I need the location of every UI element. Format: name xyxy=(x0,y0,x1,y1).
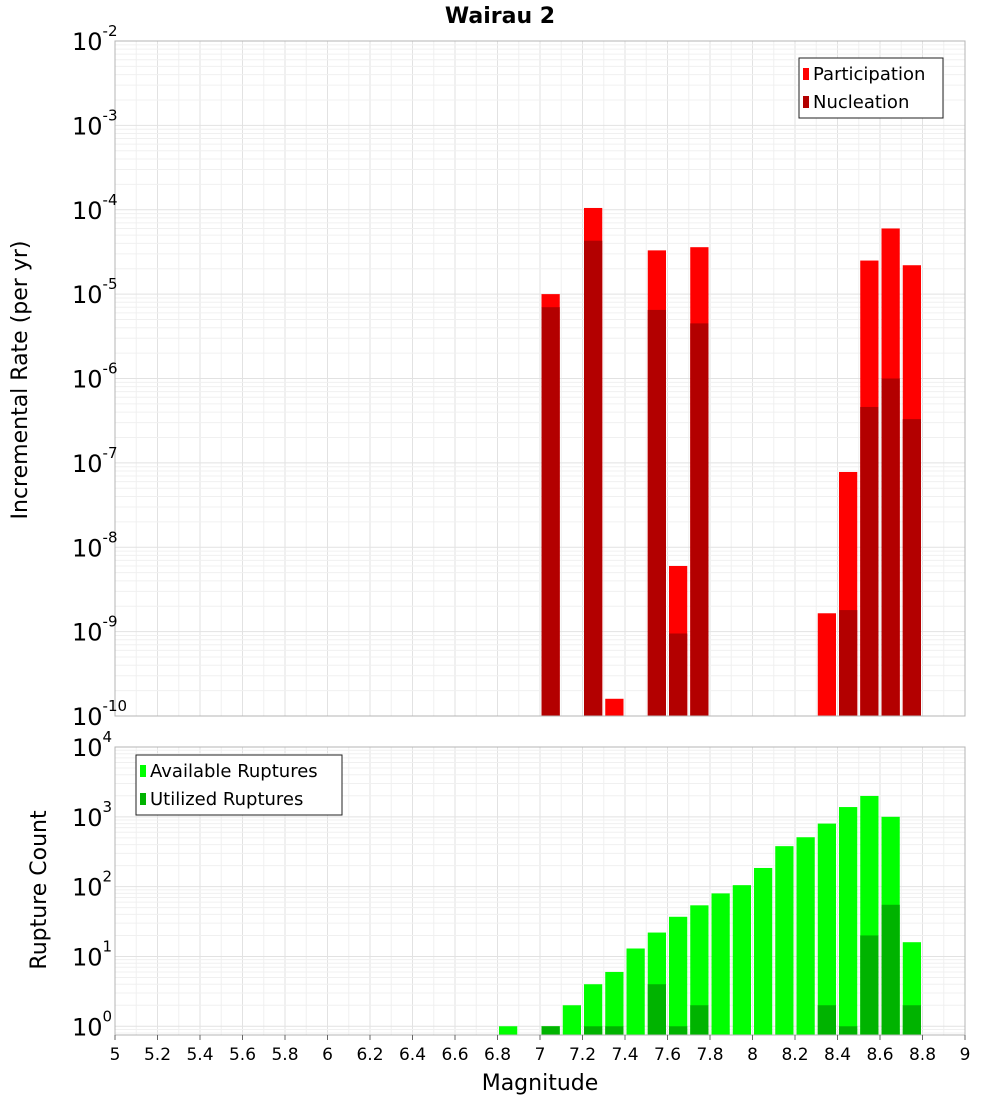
bar xyxy=(584,240,603,717)
bar xyxy=(881,904,900,1035)
x-axis-label: Magnitude xyxy=(482,1071,599,1096)
x-tick-label: 8.8 xyxy=(909,1045,936,1065)
y-tick-label: 10-4 xyxy=(72,191,118,225)
x-tick-label: 5 xyxy=(110,1045,121,1065)
bar xyxy=(817,613,836,716)
bar xyxy=(647,309,666,716)
bar xyxy=(626,948,645,1035)
x-tick-label: 7.6 xyxy=(654,1045,681,1065)
bar xyxy=(839,1026,858,1035)
y-tick-label: 10-8 xyxy=(72,528,118,562)
y-tick-label: 104 xyxy=(72,728,112,762)
rate-y-ticks: 10-10 10-9 10-8 10-7 10-6 10-5 10-4 10-3 10-2 xyxy=(72,22,127,731)
y-tick-label: 101 xyxy=(72,937,112,971)
y-tick-label: 100 xyxy=(72,1007,112,1041)
legend-label: Utilized Ruptures xyxy=(150,789,303,810)
rate-grid xyxy=(114,40,966,717)
y-tick-label: 103 xyxy=(72,798,112,832)
x-tick-label: 5.2 xyxy=(144,1045,171,1065)
count-legend: Available Ruptures Utilized Ruptures xyxy=(135,754,343,816)
x-tick-label: 8 xyxy=(747,1045,758,1065)
legend-swatch xyxy=(803,68,809,80)
x-tick-label: 7 xyxy=(535,1045,546,1065)
count-panel: 100 101 102 103 104 5 5.2 5.4 5.6 5.8 6 6.2 6.4 6.6 6.… xyxy=(72,728,970,1065)
x-tick-label: 5.8 xyxy=(271,1045,298,1065)
chart-title: Wairau 2 xyxy=(445,4,555,29)
rate-y-axis-label: Incremental Rate (per yr) xyxy=(8,241,33,520)
bar xyxy=(860,406,879,716)
x-tick-label: 7.4 xyxy=(611,1045,638,1065)
bar xyxy=(839,610,858,716)
bar xyxy=(754,867,773,1035)
bar xyxy=(860,935,879,1035)
rate-legend-box xyxy=(798,57,944,119)
y-tick-label: 10-5 xyxy=(72,275,118,309)
legend-swatch xyxy=(140,765,146,777)
x-tick-label: 5.6 xyxy=(229,1045,256,1065)
bar xyxy=(902,419,921,716)
x-tick-label: 8.6 xyxy=(866,1045,893,1065)
y-tick-label: 102 xyxy=(72,868,112,902)
count-y-ticks: 100 101 102 103 104 xyxy=(72,728,112,1041)
legend-label: Participation xyxy=(813,64,925,85)
x-tick-label: 6.6 xyxy=(441,1045,468,1065)
x-ticks: 5 5.2 5.4 5.6 5.8 6 6.2 6.4 6.6 6.8 7 7.2 7.4 7.6 7.8 8… xyxy=(110,1035,971,1065)
bar xyxy=(775,846,794,1035)
rate-legend: Participation Nucleation xyxy=(798,57,944,119)
count-y-axis-label: Rupture Count xyxy=(27,810,52,970)
bar xyxy=(732,885,751,1035)
bar xyxy=(881,378,900,716)
x-tick-label: 6.4 xyxy=(399,1045,426,1065)
x-tick-label: 7.8 xyxy=(696,1045,723,1065)
count-series-1 xyxy=(541,904,921,1035)
bar xyxy=(605,698,624,716)
bar xyxy=(669,633,688,716)
bar xyxy=(669,1026,688,1035)
x-tick-label: 8.4 xyxy=(824,1045,851,1065)
bar xyxy=(817,1005,836,1035)
bar xyxy=(541,1026,560,1035)
legend-label: Nucleation xyxy=(813,92,909,113)
rate-panel: 10-10 10-9 10-8 10-7 10-6 10-5 10-4 10-3 10-2 Par… xyxy=(72,22,966,731)
bar xyxy=(902,1005,921,1035)
x-tick-label: 6 xyxy=(322,1045,333,1065)
x-tick-label: 6.2 xyxy=(356,1045,383,1065)
bar xyxy=(584,984,603,1035)
rate-plot-frame xyxy=(114,40,966,717)
legend-swatch xyxy=(140,793,146,805)
bar xyxy=(499,1026,518,1035)
x-tick-label: 7.2 xyxy=(569,1045,596,1065)
bar xyxy=(541,307,560,716)
y-tick-label: 10-9 xyxy=(72,613,118,647)
bar xyxy=(669,916,688,1035)
y-tick-label: 10-3 xyxy=(72,106,118,140)
x-tick-label: 8.2 xyxy=(781,1045,808,1065)
y-tick-label: 10-7 xyxy=(72,444,118,478)
y-tick-label: 10-10 xyxy=(72,697,127,731)
bar xyxy=(690,323,709,716)
y-tick-label: 10-2 xyxy=(72,22,118,56)
bar xyxy=(711,893,730,1035)
y-tick-label: 10-6 xyxy=(72,360,118,394)
bar xyxy=(562,1005,581,1035)
rate-series-1 xyxy=(541,240,921,717)
legend-label: Available Ruptures xyxy=(150,761,318,782)
legend-swatch xyxy=(803,96,809,108)
bar xyxy=(817,823,836,1035)
x-tick-label: 6.8 xyxy=(484,1045,511,1065)
bar xyxy=(605,1026,624,1035)
bar xyxy=(839,807,858,1035)
bar xyxy=(605,971,624,1035)
count-legend-box xyxy=(135,754,343,816)
bar xyxy=(584,1026,603,1035)
bar xyxy=(690,1005,709,1035)
bar xyxy=(690,905,709,1035)
x-tick-label: 5.4 xyxy=(186,1045,213,1065)
x-tick-label: 9 xyxy=(960,1045,971,1065)
bar xyxy=(647,984,666,1035)
bar xyxy=(796,837,815,1035)
